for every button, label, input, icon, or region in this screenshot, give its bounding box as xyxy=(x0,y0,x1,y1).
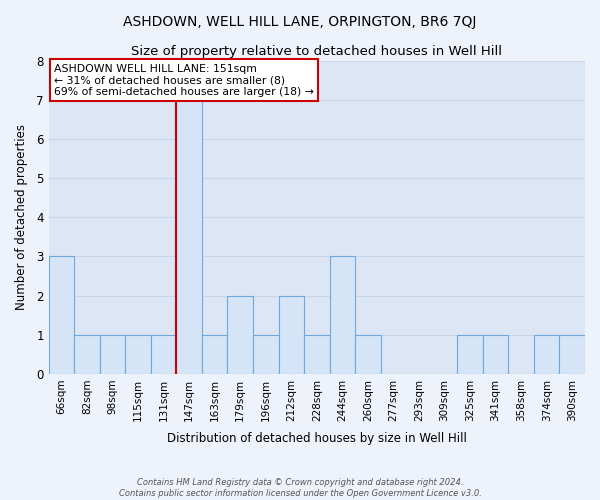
Bar xyxy=(202,334,227,374)
Title: Size of property relative to detached houses in Well Hill: Size of property relative to detached ho… xyxy=(131,45,502,58)
Bar xyxy=(355,334,380,374)
Bar xyxy=(534,334,559,374)
Bar xyxy=(329,256,355,374)
X-axis label: Distribution of detached houses by size in Well Hill: Distribution of detached houses by size … xyxy=(167,432,467,445)
Bar xyxy=(227,296,253,374)
Bar xyxy=(125,334,151,374)
Y-axis label: Number of detached properties: Number of detached properties xyxy=(15,124,28,310)
Bar xyxy=(457,334,483,374)
Bar xyxy=(304,334,329,374)
Bar xyxy=(253,334,278,374)
Bar xyxy=(151,334,176,374)
Bar xyxy=(278,296,304,374)
Bar xyxy=(49,256,74,374)
Text: ASHDOWN, WELL HILL LANE, ORPINGTON, BR6 7QJ: ASHDOWN, WELL HILL LANE, ORPINGTON, BR6 … xyxy=(124,15,476,29)
Bar xyxy=(559,334,585,374)
Text: Contains HM Land Registry data © Crown copyright and database right 2024.
Contai: Contains HM Land Registry data © Crown c… xyxy=(119,478,481,498)
Bar xyxy=(483,334,508,374)
Text: ASHDOWN WELL HILL LANE: 151sqm
← 31% of detached houses are smaller (8)
69% of s: ASHDOWN WELL HILL LANE: 151sqm ← 31% of … xyxy=(54,64,314,97)
Bar xyxy=(74,334,100,374)
Bar xyxy=(176,100,202,374)
Bar xyxy=(100,334,125,374)
